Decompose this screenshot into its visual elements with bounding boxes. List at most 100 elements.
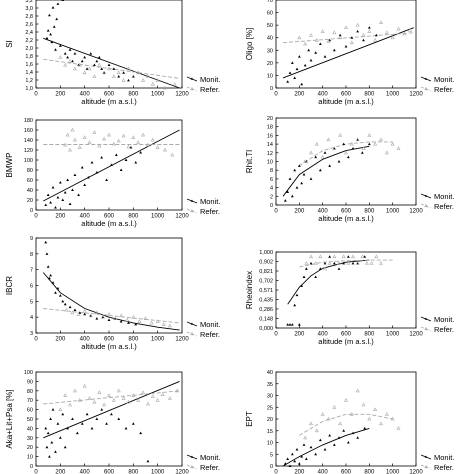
refer-point bbox=[131, 314, 136, 319]
legend-monit-marker bbox=[424, 194, 428, 197]
refer-trend-line bbox=[43, 308, 180, 324]
legend-refer-line bbox=[420, 86, 432, 92]
refer-point bbox=[82, 383, 87, 388]
legend-refer-line bbox=[186, 208, 198, 214]
y-tick-label: 40 bbox=[27, 426, 33, 432]
refer-point bbox=[390, 141, 395, 146]
refer-point bbox=[106, 312, 112, 316]
monit-point bbox=[344, 45, 348, 48]
monit-point bbox=[288, 323, 292, 326]
monit-point bbox=[61, 198, 65, 201]
chart-panel-1: 0 200 400 600 800 1000 1200 1,0 1,2 1,4 1,6 1,8 2,0 2… bbox=[5, 0, 220, 106]
monit-point bbox=[131, 75, 135, 78]
y-tick-label: 20 bbox=[27, 198, 33, 204]
refer-point bbox=[320, 154, 325, 159]
legend-monit-label: Monit. bbox=[434, 453, 454, 462]
monit-point bbox=[47, 13, 51, 17]
refer-point bbox=[378, 20, 384, 25]
refer-point bbox=[102, 70, 107, 75]
monit-point bbox=[146, 459, 150, 463]
monit-point bbox=[318, 168, 322, 172]
y-tick-label: 6 bbox=[30, 284, 33, 290]
refer-trend-line bbox=[299, 141, 393, 167]
legend-refer-marker bbox=[424, 86, 428, 91]
x-tick-label: 1000 bbox=[386, 332, 400, 338]
monit-point bbox=[323, 151, 327, 154]
legend-refer-label: Refer. bbox=[200, 330, 220, 339]
legend-refer-line bbox=[420, 203, 432, 209]
x-tick-label: 1000 bbox=[151, 214, 165, 220]
refer-point bbox=[308, 421, 314, 426]
legend-monit-label: Monit. bbox=[200, 320, 220, 329]
x-tick-label: 600 bbox=[104, 92, 115, 98]
x-tick-label: 800 bbox=[128, 92, 139, 98]
monit-point bbox=[80, 422, 84, 425]
y-tick-label: 0,821 bbox=[259, 269, 273, 275]
refer-point bbox=[367, 29, 372, 33]
monit-point bbox=[112, 67, 116, 70]
legend-refer-line bbox=[186, 331, 198, 337]
monit-point bbox=[323, 261, 327, 265]
refer-point bbox=[338, 133, 343, 137]
refer-point bbox=[172, 81, 177, 86]
monit-point bbox=[363, 426, 367, 430]
monit-point bbox=[45, 252, 49, 255]
chart-panel-3: 0 200 400 600 800 1000 1200 0 20 40 60 80 100 120 140 1… bbox=[5, 118, 220, 228]
refer-point bbox=[350, 254, 356, 259]
x-tick-label: 400 bbox=[80, 214, 91, 220]
y-tick-label: 8 bbox=[30, 252, 33, 258]
refer-point bbox=[332, 30, 337, 35]
y-tick-label: 2 bbox=[270, 194, 273, 200]
monit-point bbox=[342, 142, 346, 146]
x-tick-label: 800 bbox=[364, 332, 375, 338]
monit-point bbox=[318, 42, 322, 45]
refer-point bbox=[367, 416, 372, 421]
x-tick-label: 600 bbox=[104, 337, 115, 343]
y-tick-label: 3 bbox=[30, 331, 33, 337]
y-tick-label: 60 bbox=[27, 178, 33, 184]
monit-point bbox=[68, 202, 72, 205]
monit-point bbox=[122, 71, 125, 74]
monit-point bbox=[127, 321, 130, 324]
refer-point bbox=[92, 130, 97, 134]
refer-point bbox=[141, 390, 146, 395]
refer-point bbox=[308, 32, 314, 37]
monit-point bbox=[54, 450, 57, 453]
refer-point bbox=[97, 62, 102, 67]
monit-point bbox=[83, 312, 87, 316]
monit-point bbox=[80, 166, 84, 169]
refer-point bbox=[346, 261, 351, 265]
refer-point bbox=[341, 254, 346, 259]
monit-point bbox=[286, 190, 290, 193]
monit-point bbox=[61, 0, 65, 1]
refer-point bbox=[116, 388, 121, 393]
x-tick-label: 0 bbox=[274, 92, 278, 98]
monit-point bbox=[300, 181, 304, 185]
monit-point bbox=[290, 61, 294, 64]
monit-point bbox=[314, 452, 318, 456]
refer-point bbox=[119, 313, 124, 318]
refer-point bbox=[77, 145, 82, 149]
monit-point bbox=[127, 78, 130, 82]
legend-monit-marker bbox=[424, 317, 428, 320]
monit-point bbox=[110, 412, 113, 416]
x-tick-label: 1000 bbox=[386, 470, 400, 474]
monit-point bbox=[314, 275, 318, 278]
x-tick-label: 600 bbox=[104, 470, 115, 474]
y-tick-label: 12 bbox=[267, 151, 273, 157]
refer-point bbox=[106, 132, 112, 137]
monit-point bbox=[47, 455, 51, 458]
monit-point bbox=[295, 186, 299, 189]
refer-point bbox=[360, 254, 365, 259]
legend-monit-marker bbox=[190, 455, 194, 458]
chart-panel-6: 0 200 400 600 800 1000 1200 0,000 0,148 0,286 0,43… bbox=[245, 250, 454, 346]
monit-point bbox=[297, 462, 301, 465]
y-tick-label: 1,8 bbox=[25, 54, 33, 60]
monit-point bbox=[85, 67, 89, 70]
refer-point bbox=[303, 41, 308, 46]
y-tick-label: 0,571 bbox=[259, 288, 273, 294]
monit-point bbox=[328, 164, 332, 167]
legend-refer-marker bbox=[424, 326, 428, 331]
monit-point bbox=[101, 315, 105, 319]
refer-point bbox=[87, 66, 92, 71]
